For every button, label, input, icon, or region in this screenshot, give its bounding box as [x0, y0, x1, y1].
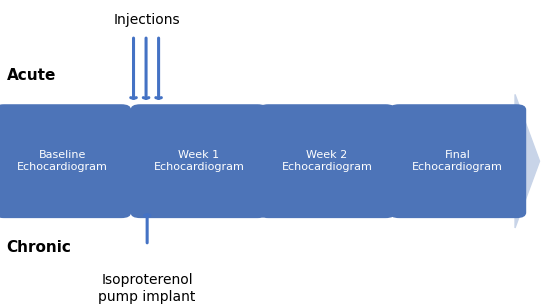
Text: Acute: Acute [7, 68, 56, 83]
Text: Injections: Injections [114, 13, 180, 27]
Text: Week 1
Echocardiogram: Week 1 Echocardiogram [154, 150, 244, 172]
Text: Baseline
Echocardiogram: Baseline Echocardiogram [17, 150, 108, 172]
FancyBboxPatch shape [389, 104, 526, 218]
Text: Chronic: Chronic [7, 240, 71, 255]
Text: Final
Echocardiogram: Final Echocardiogram [413, 150, 503, 172]
Text: Week 2
Echocardiogram: Week 2 Echocardiogram [282, 150, 372, 172]
Bar [10, 110, 515, 212]
FancyBboxPatch shape [258, 104, 396, 218]
Polygon shape [515, 95, 540, 228]
Text: Isoproterenol
pump implant: Isoproterenol pump implant [99, 274, 196, 304]
FancyBboxPatch shape [0, 104, 131, 218]
FancyBboxPatch shape [131, 104, 268, 218]
